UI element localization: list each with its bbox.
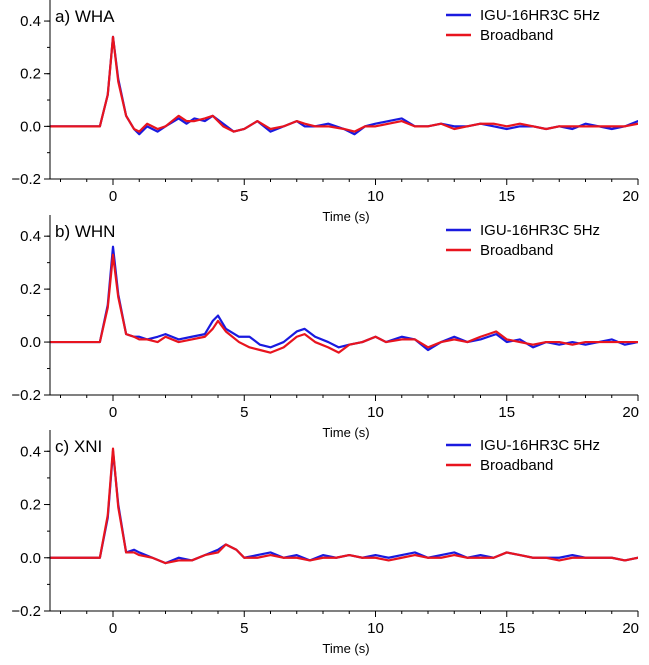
legend-label: Broadband: [480, 457, 553, 474]
x-tick-label: 15: [498, 404, 515, 421]
legend-label: Broadband: [480, 27, 553, 44]
series-line-igu: [50, 35, 638, 136]
legend-label: IGU-16HR3C 5Hz: [480, 7, 600, 24]
x-axis-label: Time (s): [322, 641, 369, 656]
y-tick-label: −0.2: [11, 603, 41, 620]
series-line-broadband: [50, 35, 638, 133]
legend-label: IGU-16HR3C 5Hz: [480, 437, 600, 454]
x-tick-label: 20: [622, 620, 639, 637]
chart-panel-3: −0.2 0.0 0.2 0.4 0 5 10 15 20 Time (s) c) XNI IGU-1…: [11, 430, 639, 656]
y-tick-label: 0.2: [20, 281, 41, 298]
x-axis-label: Time (s): [322, 425, 369, 440]
x-tick-label: 10: [367, 404, 384, 421]
x-tick-label: 0: [109, 188, 117, 205]
x-tick-label: 0: [109, 404, 117, 421]
x-tick-label: 20: [622, 404, 639, 421]
legend-label: Broadband: [480, 242, 553, 259]
x-tick-label: 15: [498, 620, 515, 637]
chart-panel-1: −0.2 0.0 0.2 0.4 0 5 10 15 20 Time (s) a) WHA IGU-1…: [11, 0, 639, 224]
x-tick-label: 10: [367, 188, 384, 205]
series-line-broadband: [50, 447, 638, 565]
x-tick-label: 10: [367, 620, 384, 637]
x-tick-label: 5: [240, 620, 248, 637]
y-tick-label: 0.0: [20, 118, 41, 135]
y-tick-label: 0.4: [20, 13, 41, 30]
x-tick-label: 20: [622, 188, 639, 205]
x-tick-label: 5: [240, 404, 248, 421]
y-tick-label: 0.4: [20, 228, 41, 245]
y-tick-label: −0.2: [11, 171, 41, 188]
y-tick-label: 0.4: [20, 443, 41, 460]
panel-label: c) XNI: [55, 437, 102, 456]
panel-label: b) WHN: [55, 222, 115, 241]
panel-label: a) WHA: [55, 7, 115, 26]
x-tick-label: 5: [240, 188, 248, 205]
y-tick-label: 0.0: [20, 334, 41, 351]
series-line-igu: [50, 245, 638, 352]
x-tick-label: 0: [109, 620, 117, 637]
y-tick-label: 0.0: [20, 550, 41, 567]
series-line-broadband: [50, 253, 638, 354]
y-tick-label: 0.2: [20, 66, 41, 83]
chart-panel-2: −0.2 0.0 0.2 0.4 0 5 10 15 20 Time (s) b) WHN IGU-1…: [11, 215, 639, 440]
legend-label: IGU-16HR3C 5Hz: [480, 222, 600, 239]
x-tick-label: 15: [498, 188, 515, 205]
x-axis-label: Time (s): [322, 209, 369, 224]
y-tick-label: −0.2: [11, 387, 41, 404]
y-tick-label: 0.2: [20, 497, 41, 514]
